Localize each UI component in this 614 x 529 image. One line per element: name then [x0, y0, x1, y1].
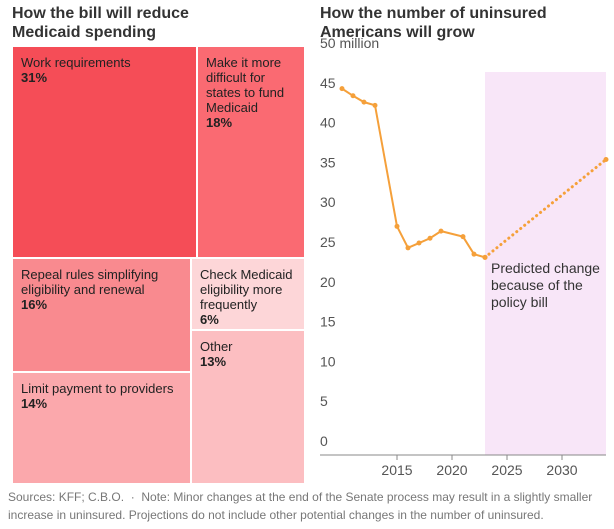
- cell-label: Other: [200, 339, 233, 354]
- cell-label: Check Medicaid eligibility more frequent…: [200, 267, 293, 312]
- treemap-title: How the bill will reduce Medicaid spendi…: [12, 5, 189, 41]
- point: [405, 245, 411, 251]
- treemap-cell: Repeal rules simplifying eligibility and…: [12, 258, 191, 372]
- point: [394, 223, 400, 229]
- point: [372, 102, 378, 108]
- value-label: 31%: [21, 70, 48, 85]
- y-tick-label: 15: [320, 314, 336, 330]
- line: [483, 157, 608, 259]
- treemap-cell: Work requirements 31%: [12, 46, 197, 258]
- point: [471, 251, 477, 257]
- treemap-cell: Limit payment to providers 14%: [12, 372, 191, 484]
- value-label: 16%: [21, 297, 48, 312]
- y-tick-label: 35: [320, 154, 336, 170]
- source: Sources: KFF; C.B.O.: [8, 490, 125, 504]
- treemap-cell: Check Medicaid eligibility more frequent…: [191, 258, 305, 330]
- y-tick-label: 10: [320, 353, 336, 369]
- y-tick-label: 50 million: [320, 35, 379, 51]
- point: [460, 234, 466, 240]
- y-tick-label: 40: [320, 115, 336, 131]
- point: [438, 228, 444, 234]
- value-label: 13%: [200, 354, 227, 369]
- annotation: Predicted change because of the policy b…: [491, 260, 600, 310]
- highlight: [485, 72, 606, 455]
- treemap-cell: Other 13%: [191, 330, 305, 484]
- point: [339, 86, 345, 92]
- cell-label: Repeal rules simplifying eligibility and…: [21, 267, 159, 297]
- line: [341, 87, 486, 259]
- cell-label: Make it more difficult for states to fun…: [206, 55, 285, 115]
- point: [416, 240, 422, 246]
- y-tick-label: 20: [320, 274, 336, 290]
- value-label: 18%: [206, 115, 233, 130]
- y-tick-label: 25: [320, 234, 336, 250]
- x-tick-label: 2020: [436, 462, 467, 478]
- note: Note: Minor changes at the end of the Se…: [8, 490, 593, 522]
- point: [482, 254, 488, 260]
- y-tick-label: 0: [320, 433, 328, 449]
- point: [603, 156, 609, 162]
- point: [350, 93, 356, 99]
- x-tick-label: 2025: [491, 462, 522, 478]
- treemap-cell: Make it more difficult for states to fun…: [197, 46, 305, 258]
- footer: Sources: KFF; C.B.O. · Note: Minor chang…: [8, 490, 593, 522]
- y-tick-label: 5: [320, 393, 328, 409]
- line-title: How the number of uninsured Americans wi…: [320, 5, 547, 41]
- point: [361, 99, 367, 105]
- x-tick-label: 2015: [381, 462, 412, 478]
- y-tick-label: 30: [320, 194, 336, 210]
- value-label: 14%: [21, 396, 48, 411]
- point: [427, 235, 433, 241]
- x-tick-label: 2030: [546, 462, 577, 478]
- value-label: 6%: [200, 312, 219, 327]
- cell-label: Limit payment to providers: [21, 381, 174, 396]
- y-tick-label: 45: [320, 75, 336, 91]
- cell-label: Work requirements: [21, 55, 131, 70]
